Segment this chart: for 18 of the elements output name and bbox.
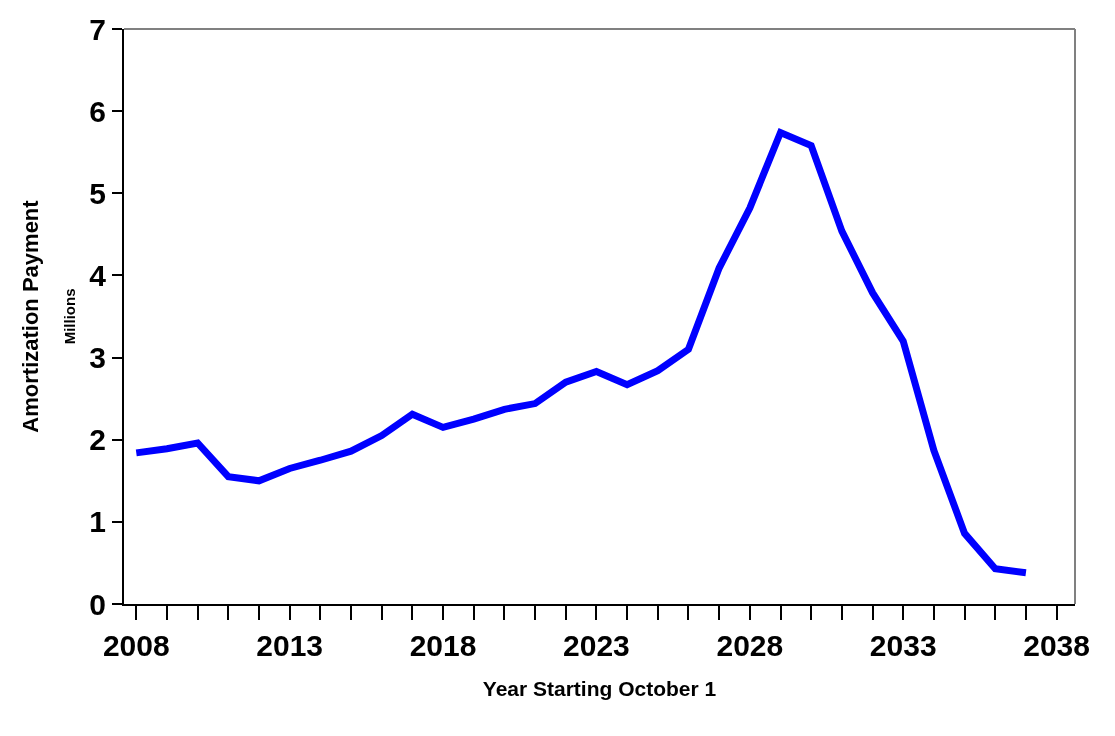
y-tick-label: 0 (89, 587, 106, 621)
x-tick-label: 2013 (256, 629, 324, 662)
y-tick-label: 5 (89, 176, 106, 210)
x-axis-title: Year Starting October 1 (482, 676, 717, 700)
x-tick-label: 2018 (409, 629, 477, 662)
y-tick-label: 6 (89, 94, 106, 128)
x-tick-label: 2038 (1023, 629, 1090, 662)
y-tick-label: 3 (89, 341, 106, 375)
y-tick-label: 7 (89, 12, 106, 46)
y-axis-title: Amortization Payment (17, 199, 43, 433)
x-tick-label: 2033 (869, 629, 937, 662)
x-tick-label: 2028 (716, 629, 784, 662)
x-tick-label: 2023 (563, 629, 630, 662)
x-tick-label: 2008 (102, 629, 170, 662)
y-tick-label: 4 (89, 258, 107, 292)
y-tick-label: 1 (89, 505, 106, 539)
y-tick-label: 2 (89, 423, 106, 457)
text: Millions (61, 288, 79, 345)
